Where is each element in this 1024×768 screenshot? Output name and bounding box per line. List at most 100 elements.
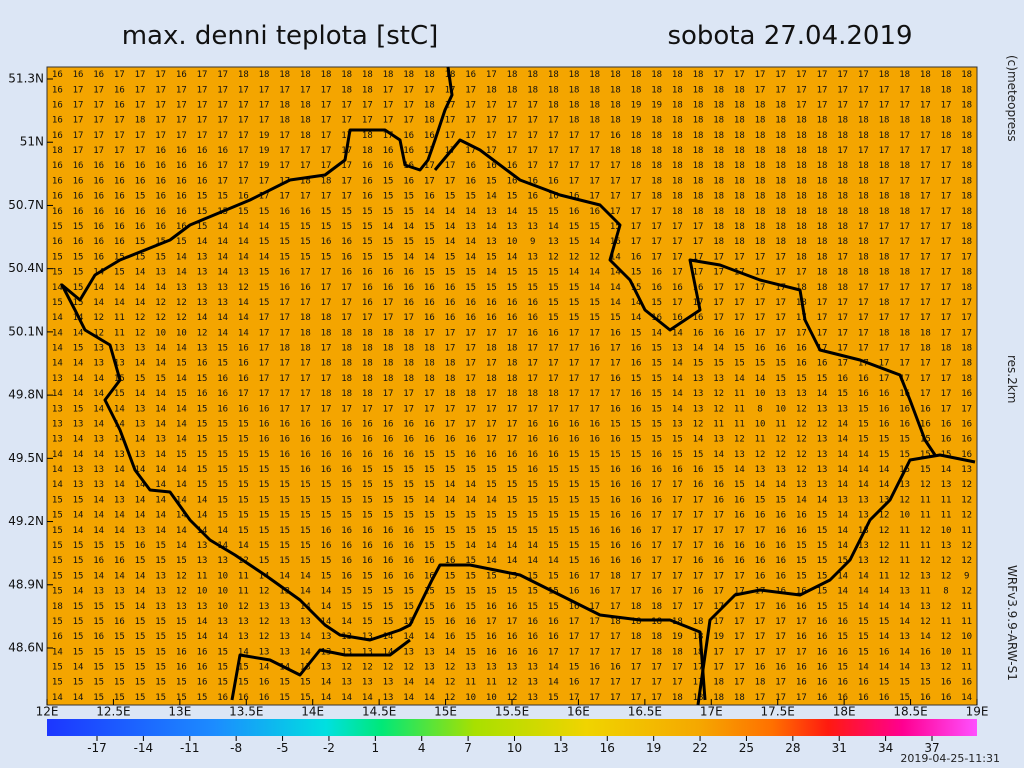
grid-value: 14 [879, 602, 890, 612]
grid-value: 15 [383, 602, 394, 612]
grid-value: 15 [403, 495, 414, 505]
grid-value: 14 [176, 344, 187, 354]
grid-value: 17 [941, 298, 952, 308]
grid-value: 15 [693, 359, 704, 369]
grid-value: 17 [713, 617, 724, 627]
grid-value: 15 [631, 283, 642, 293]
grid-value: 16 [403, 268, 414, 278]
grid-value: 15 [424, 480, 435, 490]
grid-value: 15 [217, 192, 228, 202]
grid-value: 18 [651, 70, 662, 80]
grid-value: 15 [73, 678, 84, 688]
grid-value: 11 [961, 602, 972, 612]
grid-value: 17 [155, 131, 166, 141]
grid-value: 15 [858, 632, 869, 642]
grid-value: 18 [858, 237, 869, 247]
grid-value: 16 [548, 176, 559, 186]
grid-value: 16 [610, 131, 621, 141]
grid-value: 16 [135, 222, 146, 232]
grid-value: 14 [155, 419, 166, 429]
grid-value: 16 [693, 480, 704, 490]
grid-value: 17 [693, 663, 704, 673]
grid-value: 18 [362, 374, 373, 384]
grid-value: 17 [341, 100, 352, 110]
grid-value: 18 [589, 70, 600, 80]
grid-value: 15 [73, 268, 84, 278]
grid-value: 14 [734, 465, 745, 475]
grid-value: 17 [569, 389, 580, 399]
grid-value: 16 [651, 465, 662, 475]
grid-value: 16 [52, 632, 63, 642]
grid-value: 18 [321, 176, 332, 186]
grid-value: 12 [445, 678, 456, 688]
grid-value: 16 [631, 404, 642, 414]
grid-value: 12 [176, 587, 187, 597]
grid-value: 16 [73, 237, 84, 247]
grid-value: 17 [775, 298, 786, 308]
grid-value: 17 [279, 328, 290, 338]
grid-value: 12 [176, 571, 187, 581]
grid-value: 17 [383, 85, 394, 95]
grid-value: 17 [383, 389, 394, 399]
x-tick-label: 12.5E [96, 705, 130, 719]
grid-value: 15 [486, 283, 497, 293]
grid-value: 14 [445, 207, 456, 217]
grid-value: 16 [279, 435, 290, 445]
grid-value: 17 [879, 146, 890, 156]
grid-value: 15 [631, 268, 642, 278]
grid-value: 17 [899, 344, 910, 354]
grid-value: 17 [114, 146, 125, 156]
grid-value: 17 [300, 192, 311, 202]
grid-value: 17 [961, 298, 972, 308]
grid-value: 17 [548, 344, 559, 354]
grid-value: 17 [610, 176, 621, 186]
grid-value: 13 [238, 268, 249, 278]
grid-value: 17 [610, 389, 621, 399]
grid-value: 18 [858, 131, 869, 141]
grid-value: 14 [486, 192, 497, 202]
grid-value: 15 [259, 541, 270, 551]
grid-value: 16 [569, 587, 580, 597]
grid-value: 13 [858, 556, 869, 566]
grid-value: 17 [858, 100, 869, 110]
grid-value: 14 [176, 480, 187, 490]
grid-value: 13 [899, 587, 910, 597]
grid-value: 16 [569, 207, 580, 217]
grid-value: 15 [631, 435, 642, 445]
grid-value: 14 [837, 480, 848, 490]
grid-value: 17 [321, 344, 332, 354]
grid-value: 17 [507, 328, 518, 338]
grid-value: 17 [693, 495, 704, 505]
grid-value: 17 [217, 131, 228, 141]
border-line [230, 638, 411, 701]
grid-value: 16 [362, 556, 373, 566]
grid-value: 17 [899, 131, 910, 141]
grid-value: 13 [341, 647, 352, 657]
grid-value: 18 [837, 283, 848, 293]
grid-value: 15 [341, 587, 352, 597]
grid-value: 12 [341, 663, 352, 673]
grid-value: 16 [527, 617, 538, 627]
grid-value: 18 [651, 131, 662, 141]
grid-value: 16 [631, 495, 642, 505]
grid-value: 14 [217, 268, 228, 278]
grid-value: 18 [734, 85, 745, 95]
grid-value: 17 [734, 283, 745, 293]
grid-value: 18 [651, 647, 662, 657]
grid-value: 16 [279, 283, 290, 293]
grid-value: 16 [403, 131, 414, 141]
grid-value: 13 [858, 495, 869, 505]
grid-value: 17 [672, 511, 683, 521]
grid-value: 14 [899, 602, 910, 612]
grid-value: 17 [775, 313, 786, 323]
grid-value: 15 [383, 511, 394, 521]
grid-value: 18 [734, 207, 745, 217]
grid-value: 17 [775, 268, 786, 278]
grid-value: 17 [858, 85, 869, 95]
grid-value: 17 [362, 404, 373, 414]
grid-value: 18 [362, 146, 373, 156]
grid-value: 15 [176, 617, 187, 627]
grid-value: 15 [300, 495, 311, 505]
grid-value: 17 [403, 85, 414, 95]
grid-value: 17 [610, 587, 621, 597]
